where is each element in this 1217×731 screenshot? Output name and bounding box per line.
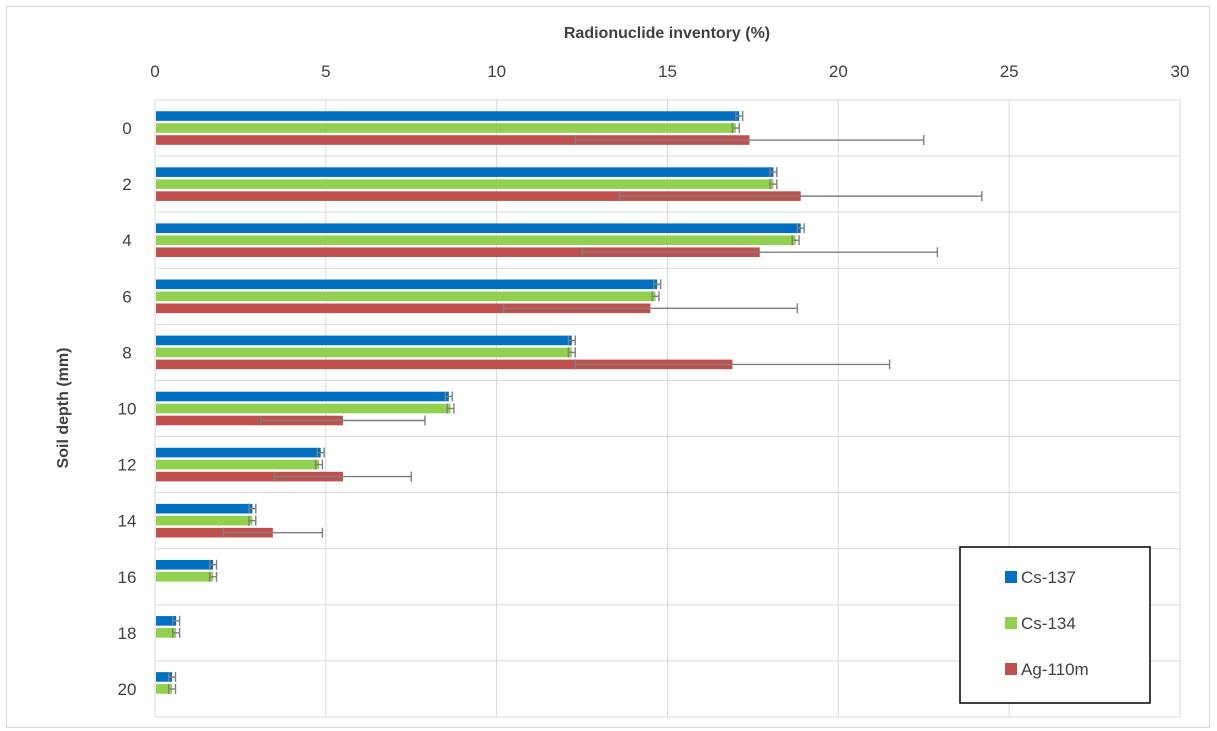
error-bar bbox=[208, 559, 218, 570]
y-tick-label: 6 bbox=[122, 287, 131, 306]
error-bar bbox=[574, 359, 891, 370]
error-bar bbox=[796, 223, 805, 234]
error-bar bbox=[618, 191, 983, 202]
x-tick-label: 30 bbox=[1171, 62, 1190, 81]
bar-cs-137-depth-8 bbox=[156, 335, 572, 346]
error-bar bbox=[567, 335, 576, 346]
y-tick-label: 10 bbox=[118, 400, 137, 419]
y-tick-label: 16 bbox=[118, 568, 137, 587]
y-tick-label: 14 bbox=[118, 512, 137, 531]
y-axis-title: Soil depth (mm) bbox=[55, 348, 72, 469]
bar-cs-137-depth-10 bbox=[156, 391, 449, 402]
x-tick-label: 20 bbox=[829, 62, 848, 81]
bar-cs-134-depth-16 bbox=[156, 571, 214, 582]
legend-label-ag110m: Ag-110m bbox=[1021, 660, 1089, 679]
legend-swatch-ag110m bbox=[1005, 663, 1017, 675]
error-bar bbox=[731, 123, 740, 134]
bar-cs-137-depth-12 bbox=[156, 447, 321, 458]
bar-cs-137-depth-18 bbox=[156, 616, 177, 626]
bar-ag-110m-depth-14 bbox=[156, 527, 273, 538]
bar-cs-137-depth-20 bbox=[156, 672, 173, 682]
error-bar bbox=[167, 671, 177, 682]
error-bar bbox=[260, 415, 426, 426]
bar-cs-134-depth-14 bbox=[156, 515, 253, 526]
bar-ag-110m-depth-6 bbox=[156, 303, 651, 314]
error-bar bbox=[172, 615, 181, 626]
x-tick-label: 5 bbox=[321, 62, 330, 81]
legend-swatch-cs137 bbox=[1005, 571, 1017, 583]
bar-cs-137-depth-4 bbox=[156, 223, 801, 234]
legend-swatch-cs134 bbox=[1005, 617, 1017, 629]
x-tick-label: 15 bbox=[658, 62, 677, 81]
error-bar bbox=[653, 279, 662, 290]
bar-cs-134-depth-10 bbox=[156, 403, 451, 414]
bar-cs-134-depth-8 bbox=[156, 347, 572, 358]
y-tick-label: 8 bbox=[122, 343, 131, 362]
error-bar bbox=[208, 571, 218, 582]
bar-cs-134-depth-0 bbox=[156, 123, 736, 133]
bar-cs-134-depth-2 bbox=[156, 179, 774, 189]
y-tick-label: 0 bbox=[122, 119, 131, 138]
error-bar bbox=[444, 391, 453, 402]
bar-cs-134-depth-20 bbox=[156, 684, 173, 694]
error-bar bbox=[446, 403, 455, 414]
bar-ag-110m-depth-0 bbox=[156, 135, 750, 145]
error-bar bbox=[167, 683, 177, 694]
bar-cs-134-depth-6 bbox=[156, 291, 656, 302]
legend-label-cs134: Cs-134 bbox=[1021, 614, 1076, 633]
y-tick-label: 12 bbox=[118, 456, 137, 475]
error-bars bbox=[167, 111, 983, 694]
error-bar bbox=[791, 235, 800, 246]
y-tick-label: 4 bbox=[122, 231, 131, 250]
legend: Cs-137 Cs-134 Ag-110m bbox=[959, 546, 1151, 704]
bar-cs-134-depth-12 bbox=[156, 459, 319, 470]
error-bar bbox=[581, 247, 939, 258]
bar-cs-134-depth-4 bbox=[156, 235, 796, 246]
error-bar bbox=[314, 459, 324, 470]
bar-cs-137-depth-2 bbox=[156, 167, 774, 177]
bar-cs-137-depth-0 bbox=[156, 111, 740, 121]
bar-ag-110m-depth-8 bbox=[156, 359, 733, 370]
error-bar bbox=[222, 527, 324, 538]
bar-ag-110m-depth-4 bbox=[156, 247, 760, 258]
bar-cs-137-depth-6 bbox=[156, 279, 658, 290]
y-tick-label: 2 bbox=[122, 175, 131, 194]
x-tick-label: 25 bbox=[1000, 62, 1019, 81]
legend-box bbox=[959, 546, 1151, 704]
bars bbox=[156, 111, 801, 694]
y-tick-label: 20 bbox=[118, 680, 137, 699]
bar-cs-134-depth-18 bbox=[156, 628, 177, 638]
tick-labels: 0 5 10 15 20 25 30 0 2 4 6 8 10 12 14 16 18 20 bbox=[118, 62, 1190, 699]
error-bar bbox=[735, 111, 744, 122]
x-tick-label: 0 bbox=[150, 62, 159, 81]
legend-label-cs137: Cs-137 bbox=[1021, 568, 1076, 587]
y-tick-label: 18 bbox=[118, 624, 137, 643]
error-bar bbox=[172, 627, 181, 638]
bar-ag-110m-depth-10 bbox=[156, 415, 343, 426]
error-bar bbox=[567, 347, 576, 358]
bar-cs-137-depth-16 bbox=[156, 559, 214, 570]
error-bar bbox=[769, 179, 778, 190]
x-axis-title: Radionuclide inventory (%) bbox=[564, 25, 770, 42]
bar-ag-110m-depth-12 bbox=[156, 471, 343, 482]
error-bar bbox=[248, 503, 257, 514]
error-bar bbox=[769, 167, 778, 178]
error-bar bbox=[316, 447, 325, 458]
error-bar bbox=[574, 135, 925, 146]
error-bar bbox=[248, 515, 257, 526]
x-tick-label: 10 bbox=[487, 62, 506, 81]
error-bar bbox=[502, 303, 799, 314]
bar-cs-137-depth-14 bbox=[156, 503, 253, 514]
bar-ag-110m-depth-2 bbox=[156, 191, 801, 201]
error-bar bbox=[651, 291, 660, 302]
error-bar bbox=[273, 471, 412, 482]
